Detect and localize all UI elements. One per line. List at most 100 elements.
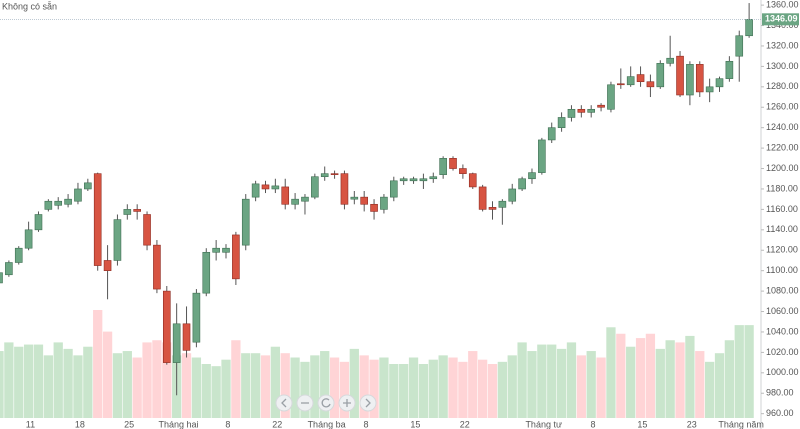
y-tick-label: 1100.00 <box>766 265 798 275</box>
volume-bar <box>300 361 310 418</box>
candle-body <box>725 60 734 79</box>
y-tick-label: 1080.00 <box>766 285 799 295</box>
candle-body <box>24 229 33 249</box>
candle-body <box>44 200 53 210</box>
scroll-right-button[interactable] <box>359 394 377 412</box>
volume-bar <box>191 357 202 418</box>
volume-bar <box>566 342 577 418</box>
volume-bar <box>83 346 93 418</box>
volume-bar <box>635 338 646 418</box>
candle-body <box>547 127 556 141</box>
volume-layer <box>0 310 754 418</box>
candle-body <box>587 108 596 113</box>
candle-body <box>488 207 497 210</box>
candle-body <box>370 203 378 212</box>
candle-body <box>93 173 102 266</box>
candle-body <box>597 104 605 108</box>
y-tick-label: 1140.00 <box>766 224 798 234</box>
candle-body <box>84 182 92 190</box>
volume-bar <box>14 346 24 418</box>
candle-body <box>567 108 576 118</box>
reset-button[interactable] <box>317 394 335 412</box>
candle-body <box>419 178 428 182</box>
y-tick-label: 1120.00 <box>766 245 798 255</box>
y-tick-label: 1000.00 <box>766 367 799 377</box>
candle-body <box>5 262 13 276</box>
volume-bar <box>448 357 458 418</box>
volume-bar <box>280 353 290 418</box>
last-price-label: 1346.09 <box>765 14 798 24</box>
volume-bar <box>626 346 636 418</box>
candle-body <box>360 196 368 205</box>
candle-body <box>468 173 477 188</box>
volume-bar <box>744 325 754 418</box>
candle-body <box>192 292 201 343</box>
x-tick-label: Tháng hai <box>159 419 199 429</box>
volume-bar <box>389 364 399 418</box>
candle-body <box>162 290 171 363</box>
volume-bar <box>320 351 330 418</box>
zoom-out-button[interactable] <box>296 394 314 412</box>
candle-body <box>686 64 694 96</box>
candle-body <box>656 63 665 88</box>
volume-bar <box>418 364 429 418</box>
volume-bar <box>211 366 221 418</box>
x-tick-label: 22 <box>272 419 282 429</box>
y-tick-label: 1200.00 <box>766 163 799 173</box>
candle-body <box>617 83 625 86</box>
volume-bar <box>63 348 73 418</box>
zoom-in-button[interactable] <box>338 394 356 412</box>
x-tick-label: 8 <box>225 419 230 429</box>
status-text: Không có sẵn <box>2 1 57 11</box>
candle-body <box>508 188 517 202</box>
volume-bar <box>339 361 350 418</box>
y-tick-label: 1280.00 <box>766 81 799 91</box>
candle-body <box>705 86 714 93</box>
x-tick-label: 11 <box>26 419 35 429</box>
volume-bar <box>399 364 409 418</box>
volume-bar <box>458 361 468 418</box>
candle-body <box>113 219 122 261</box>
volume-bar <box>349 348 359 418</box>
volume-bar <box>122 351 132 418</box>
x-tick-label: 8 <box>364 419 369 429</box>
volume-bar <box>23 344 34 418</box>
scroll-left-button[interactable] <box>275 394 293 412</box>
candle-body <box>232 234 240 280</box>
y-tick-label: 1240.00 <box>766 122 799 132</box>
volume-bar <box>4 342 14 418</box>
volume-bar <box>408 357 419 418</box>
volume-bar <box>487 364 498 418</box>
x-tick-label: 22 <box>460 419 470 429</box>
x-tick-label: Tháng năm <box>718 419 764 429</box>
x-tick-label: Tháng tư <box>525 419 562 429</box>
volume-bar <box>290 357 300 418</box>
volume-bar <box>616 333 626 418</box>
volume-bar <box>705 361 715 418</box>
volume-bar <box>250 353 261 418</box>
volume-bar <box>132 357 142 418</box>
candle-body <box>320 173 329 178</box>
candle-body <box>291 198 299 205</box>
volume-bar <box>695 351 705 418</box>
candle-body <box>380 196 388 210</box>
y-tick-label: 1160.00 <box>766 204 798 214</box>
volume-bar <box>162 342 172 418</box>
volume-bar <box>112 353 123 418</box>
candle-body <box>281 186 290 205</box>
volume-bar <box>734 325 744 418</box>
y-tick-label: 1180.00 <box>766 183 798 193</box>
volume-bar <box>231 340 241 418</box>
candle-body <box>311 176 319 198</box>
candle-body <box>459 168 467 174</box>
candle-body <box>695 64 704 93</box>
candle-body <box>143 214 151 246</box>
x-tick-label: Tháng ba <box>308 419 346 429</box>
volume-bar <box>596 357 606 418</box>
x-tick-label: 15 <box>410 419 420 429</box>
candle-body <box>202 251 211 294</box>
x-tick-label: 15 <box>637 419 647 429</box>
candle-body <box>64 198 72 205</box>
volume-bar <box>665 340 675 418</box>
